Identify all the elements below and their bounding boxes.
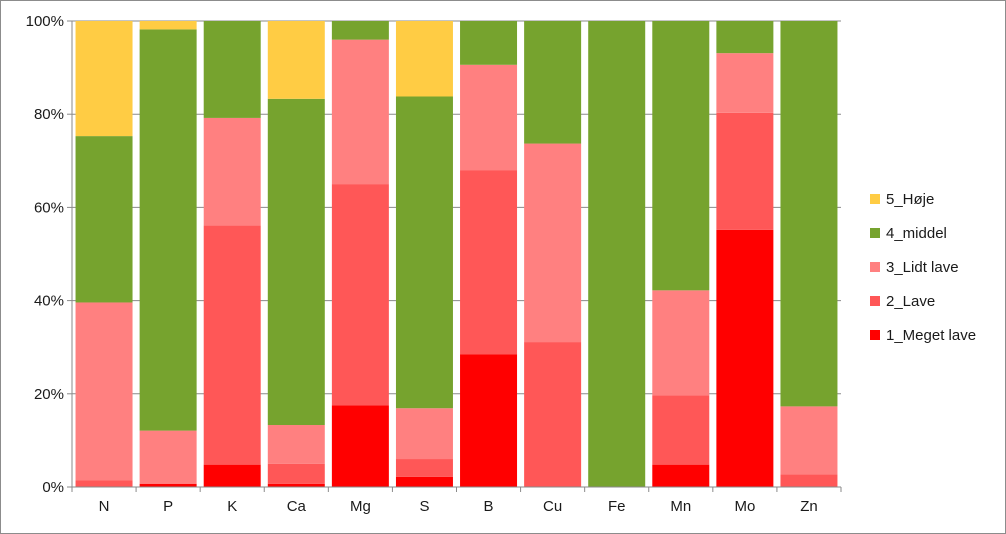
bar-segment bbox=[75, 136, 133, 303]
legend: 5_Høje 4_middel 3_Lidt lave 2_Lave 1_Meget l… bbox=[870, 191, 976, 344]
legend-label: 5_Høje bbox=[886, 191, 934, 208]
bar-segment bbox=[75, 480, 133, 487]
x-tick-label: B bbox=[484, 498, 494, 515]
bar-segment bbox=[716, 21, 774, 54]
y-tick-label: 80% bbox=[34, 106, 64, 123]
bar-segment bbox=[75, 21, 133, 137]
x-tick-label: Cu bbox=[543, 498, 562, 515]
x-tick-label: Mg bbox=[350, 498, 371, 515]
legend-swatch bbox=[870, 330, 880, 340]
bar-segment bbox=[395, 459, 453, 477]
y-tick-label: 60% bbox=[34, 199, 64, 216]
legend-label: 4_middel bbox=[886, 225, 947, 242]
bar-segment bbox=[395, 476, 453, 487]
legend-swatch bbox=[870, 296, 880, 306]
gridlines bbox=[72, 20, 841, 395]
bar-segment bbox=[460, 64, 518, 171]
bar-segment bbox=[716, 112, 774, 230]
bar-segment bbox=[267, 21, 325, 99]
bar-segment bbox=[780, 21, 838, 407]
y-axis-ticks: 0% 20% 40% 60% 80% 100% bbox=[26, 13, 64, 496]
bar-segment bbox=[460, 21, 518, 65]
x-axis-labels: N P K Ca Mg S B Cu Fe Mn Mo Zn bbox=[99, 498, 818, 515]
bar-segment bbox=[780, 406, 838, 475]
bar-segment bbox=[267, 463, 325, 484]
x-tick-label: N bbox=[99, 498, 110, 515]
bar-segment bbox=[652, 395, 710, 465]
y-tick-label: 40% bbox=[34, 293, 64, 310]
bar-segment bbox=[267, 425, 325, 464]
bar-segment bbox=[331, 39, 389, 185]
bar-segment bbox=[203, 21, 261, 118]
bar-segment bbox=[395, 96, 453, 409]
bar-segment bbox=[139, 21, 197, 30]
x-tick-label: P bbox=[163, 498, 173, 515]
bar-segment bbox=[395, 21, 453, 97]
bar-segment bbox=[395, 408, 453, 460]
bar-segment bbox=[460, 354, 518, 487]
bar-segment bbox=[267, 483, 325, 487]
bar-segment bbox=[203, 225, 261, 465]
x-tick-label: Fe bbox=[608, 498, 626, 515]
bar-segment bbox=[75, 302, 133, 481]
bar-segment bbox=[203, 117, 261, 226]
y-tick-label: 0% bbox=[42, 479, 64, 496]
bar-segment bbox=[524, 342, 582, 487]
legend-label: 2_Lave bbox=[886, 293, 935, 310]
axes bbox=[67, 20, 842, 492]
bar-segment bbox=[524, 143, 582, 343]
y-tick-label: 100% bbox=[26, 13, 64, 30]
bar-segment bbox=[331, 405, 389, 487]
bar-segment bbox=[267, 98, 325, 426]
bar-segment bbox=[524, 21, 582, 144]
legend-label: 1_Meget lave bbox=[886, 327, 976, 344]
x-tick-label: Ca bbox=[287, 498, 307, 515]
bar-segment bbox=[139, 430, 197, 484]
legend-swatch bbox=[870, 194, 880, 204]
legend-label: 3_Lidt lave bbox=[886, 259, 959, 276]
bar-segment bbox=[588, 21, 646, 487]
legend-swatch bbox=[870, 262, 880, 272]
x-tick-label: Mn bbox=[670, 498, 691, 515]
bar-segment bbox=[460, 170, 518, 355]
bar-segment bbox=[652, 464, 710, 487]
x-tick-label: K bbox=[227, 498, 237, 515]
y-tick-label: 20% bbox=[34, 386, 64, 403]
bar-segment bbox=[139, 483, 197, 487]
x-tick-label: Mo bbox=[734, 498, 755, 515]
bar-segment bbox=[716, 53, 774, 113]
bar-segment bbox=[331, 184, 389, 406]
x-tick-label: Zn bbox=[800, 498, 818, 515]
legend-swatch bbox=[870, 228, 880, 238]
bar-segment bbox=[652, 21, 710, 291]
bars bbox=[75, 21, 838, 487]
bar-segment bbox=[780, 474, 838, 487]
bar-segment bbox=[716, 229, 774, 487]
bar-segment bbox=[331, 21, 389, 40]
bar-segment bbox=[203, 464, 261, 487]
bar-segment bbox=[139, 29, 197, 431]
x-tick-label: S bbox=[419, 498, 429, 515]
bar-segment bbox=[652, 290, 710, 396]
